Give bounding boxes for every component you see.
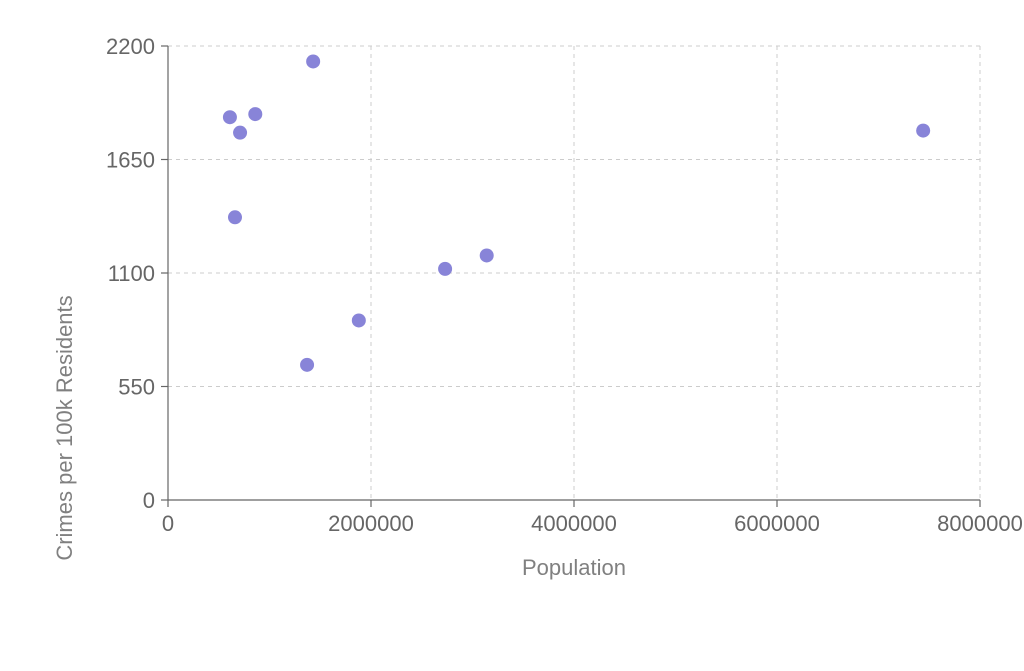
y-tick-label: 1100 <box>108 261 155 286</box>
y-tick-label: 1650 <box>106 148 155 173</box>
scatter-point[interactable] <box>306 54 321 69</box>
axes-layer: 0 2000000 4000000 6000000 8000000 0 550 1100 165… <box>106 34 1023 536</box>
scatter-point[interactable] <box>300 357 315 372</box>
points-layer <box>222 54 931 372</box>
scatter-point[interactable] <box>916 123 931 138</box>
scatter-point[interactable] <box>227 210 242 225</box>
scatter-point[interactable] <box>222 110 237 125</box>
x-tick-label: 2000000 <box>328 511 414 536</box>
y-tick-label: 0 <box>143 488 155 513</box>
x-tick-label: 6000000 <box>734 511 820 536</box>
y-axis-title: Crimes per 100k Residents <box>52 295 77 560</box>
x-tick-label: 4000000 <box>531 511 617 536</box>
x-axis-title: Population <box>522 555 626 580</box>
grid-layer <box>168 45 981 500</box>
y-tick-label: 2200 <box>106 34 155 59</box>
x-tick-label: 0 <box>162 511 174 536</box>
x-tick-label: 8000000 <box>937 511 1023 536</box>
scatter-point[interactable] <box>351 313 366 328</box>
y-tick-label: 550 <box>118 375 155 400</box>
scatter-point[interactable] <box>248 107 263 122</box>
scatter-point[interactable] <box>479 248 494 263</box>
scatter-point[interactable] <box>438 261 453 276</box>
scatter-point[interactable] <box>233 125 248 140</box>
